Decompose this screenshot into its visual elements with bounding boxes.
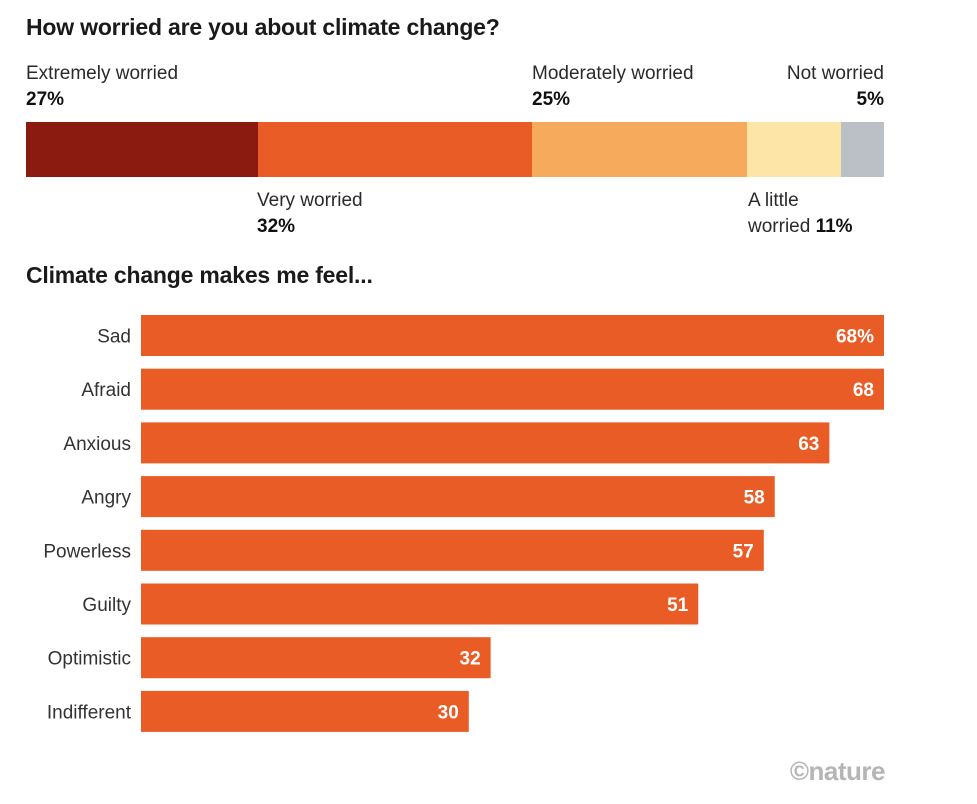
category-label-guilty: Guilty (82, 595, 131, 616)
category-label-sad: Sad (97, 327, 131, 348)
value-label-powerless: 57 (733, 541, 754, 562)
value-label-optimistic: 32 (460, 649, 481, 670)
value-label-afraid: 68 (853, 380, 874, 401)
value-label-sad: 68% (836, 327, 874, 348)
value-label-angry: 58 (744, 488, 765, 509)
bar-sad (141, 315, 884, 356)
worry-segment-not-worried (841, 122, 884, 177)
worry-segment-a-little-worried (746, 122, 842, 177)
nature-credit: ©nature (789, 756, 886, 786)
label-very-worried: Very worried 32% (257, 190, 363, 237)
chart-title-worry: How worried are you about climate change… (26, 14, 500, 40)
label-moderately-worried: Moderately worried 25% (532, 63, 694, 110)
bar-indifferent (141, 690, 469, 732)
worry-segment-very-worried (257, 122, 533, 177)
category-label-anxious: Anxious (63, 434, 131, 455)
category-label-optimistic: Optimistic (48, 649, 131, 670)
bar-angry (141, 476, 775, 518)
category-label-powerless: Powerless (43, 541, 131, 562)
bar-afraid (141, 368, 884, 410)
bar-guilty (141, 583, 699, 625)
worry-segment-extremely-worried (26, 122, 258, 177)
value-label-indifferent: 30 (438, 702, 459, 723)
category-label-afraid: Afraid (81, 380, 131, 401)
label-a-little-worried: A little worried 11% (748, 190, 853, 237)
worry-stacked-bar: Extremely worried 27% Moderately worried… (0, 0, 977, 260)
bar-optimistic (141, 637, 491, 679)
category-label-indifferent: Indifferent (47, 702, 132, 723)
chart-title-feelings: Climate change makes me feel... (26, 262, 373, 288)
label-extremely-worried: Extremely worried 27% (26, 63, 179, 110)
label-not-worried: Not worried 5% (786, 63, 884, 110)
worry-segment-moderately-worried (532, 122, 747, 177)
value-label-anxious: 63 (798, 434, 819, 455)
category-label-angry: Angry (81, 488, 131, 509)
value-label-guilty: 51 (667, 595, 689, 616)
bar-powerless (141, 529, 764, 571)
bar-anxious (141, 422, 830, 464)
